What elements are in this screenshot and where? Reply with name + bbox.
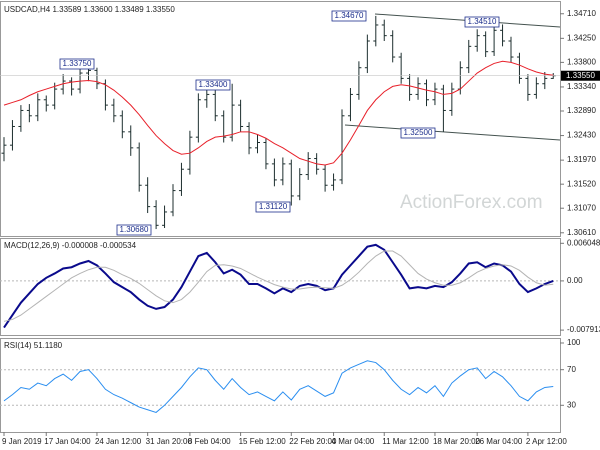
plot-layer: 1.34710 1.34250 1.33800 1.33340 1.32890 1.324… (0, 5, 600, 446)
x-tick-label: 26 Mar 04:00 (475, 437, 523, 446)
y-tick-label: 1.34250 (567, 33, 596, 42)
macd-panel-frame (0, 238, 561, 336)
indicator-line (3, 243, 554, 329)
moving-average (3, 60, 554, 166)
y-tick-label: 100 (567, 338, 581, 347)
x-tick-label: 22 Feb 20:00 (289, 437, 337, 446)
y-tick-label: 1.33340 (567, 82, 596, 91)
price-annotation: 1.34510 (468, 17, 497, 26)
price-annotation-box (400, 127, 436, 139)
x-tick-label: 11 Mar 12:00 (382, 437, 429, 446)
price-panel-frame (0, 1, 561, 237)
price-annotation: 1.34670 (335, 11, 364, 20)
y-tick-label: 0.006048 (567, 238, 600, 247)
panel-title: RSI(14) 51.1180 (4, 341, 63, 350)
y-tick-label: 1.33800 (567, 57, 596, 66)
y-tick-label: 1.31970 (567, 155, 596, 164)
price-annotation: 1.32500 (404, 128, 433, 137)
price-annotation: 1.31120 (259, 202, 288, 211)
price-annotation-box (59, 58, 95, 70)
price-annotation-box (464, 16, 500, 28)
y-tick-label: 30 (567, 400, 576, 409)
price-annotation: 1.30680 (120, 225, 149, 234)
current-price-box (561, 70, 600, 81)
y-tick-label: 0.00 (567, 276, 583, 285)
y-tick-label: 1.32430 (567, 131, 596, 140)
price-annotation-box (195, 79, 231, 91)
y-tick-label: 1.31070 (567, 203, 596, 212)
panel-title: MACD(12,26,9) -0.000008 -0.000534 (4, 241, 137, 250)
trend-line-lower (344, 124, 561, 141)
x-tick-label: 8 Feb 04:00 (188, 437, 231, 446)
price-annotation-box (331, 10, 367, 22)
x-tick-label: 15 Feb 12:00 (239, 437, 287, 446)
y-tick-label: 1.31520 (567, 179, 596, 188)
price-annotation: 1.33400 (199, 80, 228, 89)
price-annotation: 1.33750 (63, 59, 92, 68)
x-tick-label: 17 Jan 04:00 (44, 437, 91, 446)
price-annotation-box (116, 224, 152, 236)
y-tick-label: 1.30610 (567, 228, 596, 237)
x-tick-label: 24 Jan 12:00 (95, 437, 142, 446)
y-tick-label: 1.32890 (567, 106, 596, 115)
y-tick-label: 1.34710 (567, 9, 596, 18)
indicator-line (3, 360, 554, 413)
x-tick-label: 31 Jan 20:00 (146, 437, 193, 446)
x-tick-label: 4 Mar 04:00 (332, 437, 375, 446)
rsi-panel-frame (0, 338, 561, 433)
x-tick-label: 9 Jan 2019 (2, 437, 42, 446)
panel-title: USDCAD,H4 1.33589 1.33600 1.33489 1.3355… (4, 5, 175, 14)
y-tick-label: 70 (567, 365, 576, 374)
indicator-line (3, 250, 554, 322)
x-tick-label: 18 Mar 20:00 (433, 437, 481, 446)
x-tick-label: 2 Apr 12:00 (526, 437, 567, 446)
watermark: ActionForex.com (400, 192, 543, 213)
current-price-label: 1.33550 (566, 71, 595, 80)
price-annotation-box (255, 201, 291, 213)
y-tick-label: -0.007913 (567, 325, 600, 334)
